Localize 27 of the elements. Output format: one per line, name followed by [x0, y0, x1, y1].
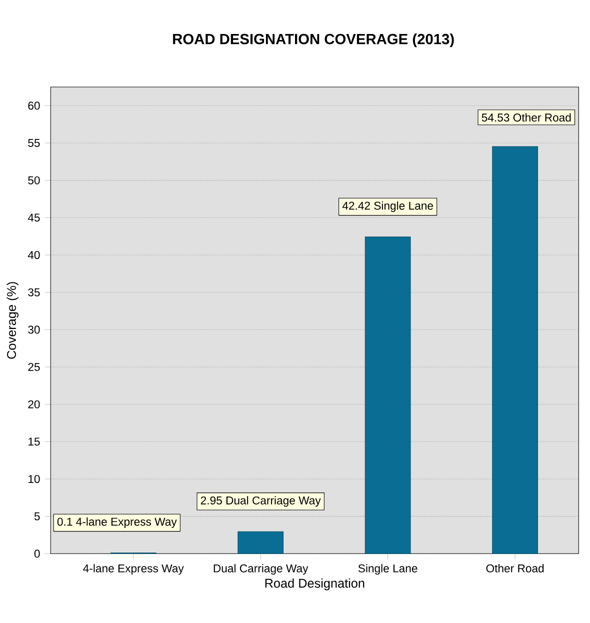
- y-tick-label: 55: [28, 139, 40, 147]
- y-tick-label: 15: [28, 438, 40, 446]
- x-tick-label: Other Road: [486, 564, 544, 572]
- bar: [492, 146, 538, 554]
- data-label: 54.53 Other Road: [482, 113, 571, 122]
- y-tick-label: 25: [28, 362, 40, 371]
- x-axis-title: Road Designation: [265, 578, 364, 590]
- y-tick-label: 10: [28, 474, 40, 483]
- y-tick-label: 5: [34, 512, 40, 520]
- bar: [364, 236, 411, 554]
- bar: [238, 531, 284, 554]
- chart-title: ROAD DESIGNATION COVERAGE (2013): [173, 33, 454, 48]
- y-tick-label: 35: [28, 288, 40, 296]
- x-tick-label: Single Lane: [358, 564, 418, 575]
- y-tick-label: 45: [28, 214, 40, 222]
- y-tick-label: 0: [34, 550, 40, 558]
- data-label: 42.42 Single Lane: [342, 201, 433, 212]
- y-tick-label: 50: [28, 176, 40, 184]
- y-tick-label: 30: [28, 326, 40, 334]
- x-tick-label: 4-lane Express Way: [83, 564, 184, 575]
- data-label: 0.1 4-lane Express Way: [57, 517, 177, 528]
- y-tick-label: 20: [28, 400, 40, 408]
- y-axis-title: Coverage (%): [6, 282, 19, 359]
- y-tick-label: 40: [28, 250, 40, 259]
- data-label: 2.95 Dual Carriage Way: [200, 496, 321, 507]
- x-tick-label: Dual Carriage Way: [214, 564, 308, 575]
- y-tick-label: 60: [28, 102, 40, 110]
